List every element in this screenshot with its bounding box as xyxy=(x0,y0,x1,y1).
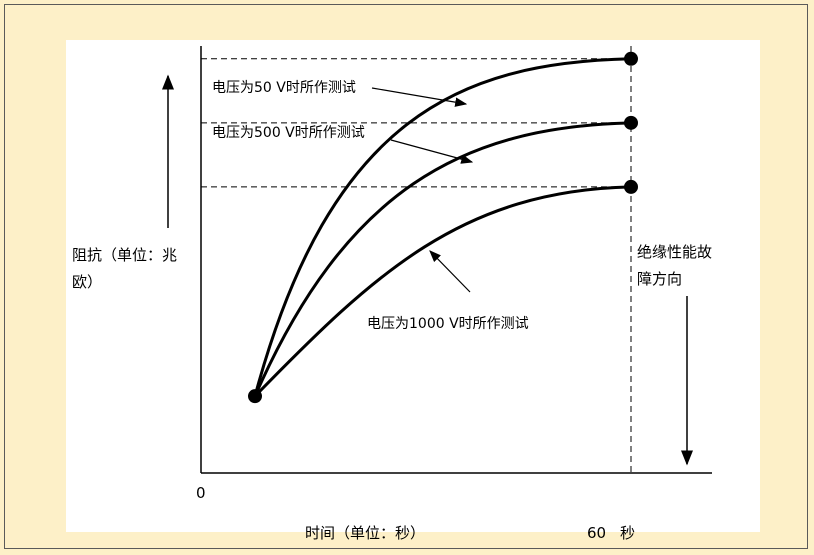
series-label-50v: 电压为50 V时所作测试 xyxy=(212,80,356,96)
y-axis-label-line-2: 欧） xyxy=(72,273,102,291)
x-tick-label-60: 60 xyxy=(587,524,606,542)
x-tick-unit: 秒 xyxy=(620,524,635,542)
annotation-arrow-50v xyxy=(371,87,468,107)
start-point xyxy=(248,389,262,404)
series-label-500v: 电压为500 V时所作测试 xyxy=(212,125,365,141)
series-line-1 xyxy=(253,121,632,397)
chart-panel xyxy=(66,40,760,532)
y-axis-label-line-1: 阻抗（单位：兆 xyxy=(72,246,177,264)
x-tick-label-0: 0 xyxy=(196,484,206,502)
x-axis-label: 时间（单位：秒） xyxy=(305,524,425,542)
annotation-arrow-500v xyxy=(390,139,474,164)
series-endpoint-1 xyxy=(624,115,638,130)
direction-label-line-2: 障方向 xyxy=(637,270,682,288)
series-label-1000v: 电压为1000 V时所作测试 xyxy=(367,316,529,332)
series-line-2 xyxy=(253,185,632,398)
direction-label-line-1: 绝缘性能故 xyxy=(637,243,712,261)
annotation-arrow-1000v xyxy=(429,250,471,293)
series-endpoint-2 xyxy=(624,179,638,194)
series-line-0 xyxy=(253,57,632,397)
series-endpoint-0 xyxy=(624,51,638,66)
